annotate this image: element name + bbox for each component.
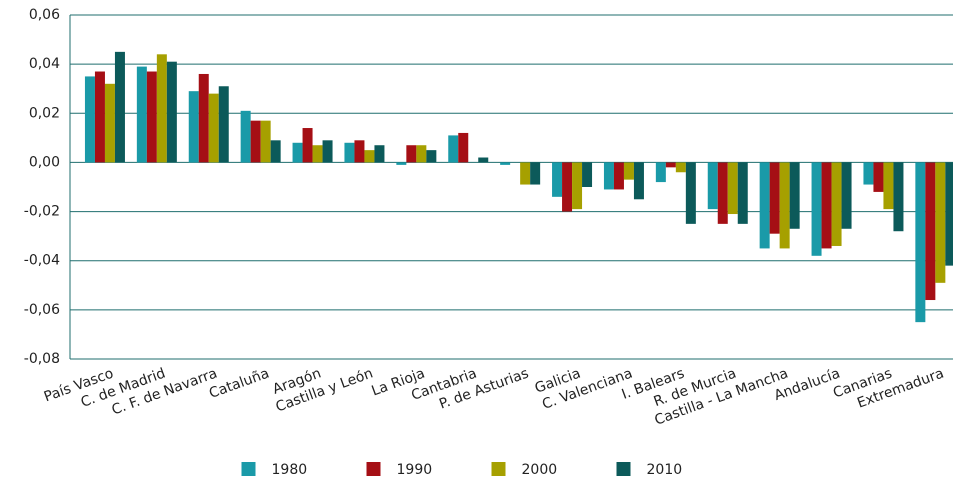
- y-tick-label: 0,00: [29, 154, 60, 170]
- bar: [218, 86, 229, 163]
- bar: [302, 128, 313, 163]
- bar: [156, 54, 167, 163]
- y-tick-label: 0,04: [29, 56, 60, 72]
- bar: [821, 162, 832, 249]
- bar: [114, 51, 125, 163]
- bar: [582, 162, 593, 187]
- bar: [322, 140, 333, 163]
- bar: [873, 162, 884, 192]
- bar: [759, 162, 770, 249]
- legend-label: 1990: [397, 462, 433, 478]
- y-tick-label: -0,04: [24, 253, 60, 269]
- bar: [655, 162, 666, 183]
- legend-swatch: [241, 462, 256, 476]
- bar: [665, 162, 676, 168]
- x-tick-label: Cataluña: [207, 365, 271, 401]
- bar: [893, 162, 904, 232]
- bar: [685, 162, 696, 224]
- bar: [406, 145, 417, 163]
- bar: [831, 162, 842, 246]
- y-tick-label: -0,06: [24, 302, 60, 318]
- bar: [416, 145, 427, 163]
- bar: [426, 150, 437, 163]
- legend-label: 2010: [647, 462, 683, 478]
- legend-label: 1980: [272, 462, 308, 478]
- y-tick-label: -0,02: [24, 204, 60, 220]
- bar: [240, 110, 251, 163]
- bar: [198, 73, 209, 163]
- bar: [552, 162, 563, 197]
- bar: [789, 162, 800, 229]
- bar: [811, 162, 822, 256]
- bar: [448, 135, 459, 163]
- bar: [530, 162, 541, 185]
- bar: [84, 76, 95, 163]
- bar: [208, 93, 219, 163]
- bar: [478, 157, 489, 163]
- bar: [863, 162, 874, 185]
- legend-swatch: [491, 462, 506, 476]
- bar: [500, 162, 511, 165]
- bar: [603, 162, 614, 190]
- bar: [737, 162, 748, 224]
- bar: [374, 145, 385, 163]
- y-tick-label: 0,02: [29, 105, 60, 121]
- bar: [915, 162, 926, 323]
- bar: [94, 71, 105, 163]
- bar: [354, 140, 365, 163]
- legend-swatch: [616, 462, 631, 476]
- bar: [572, 162, 583, 210]
- bar: [613, 162, 624, 190]
- bar: [945, 162, 953, 266]
- y-tick-label: 0,06: [29, 7, 60, 23]
- bar: [675, 162, 686, 173]
- bar: [188, 91, 199, 163]
- bar: [260, 120, 271, 163]
- bar: [396, 162, 407, 165]
- bar: [312, 145, 323, 163]
- legend-swatch: [366, 462, 381, 476]
- bar: [292, 142, 303, 163]
- bar: [166, 61, 177, 163]
- bar: [364, 150, 375, 163]
- bar: [344, 142, 355, 163]
- bar: [935, 162, 946, 283]
- bar: [520, 162, 531, 185]
- bar: [270, 140, 281, 163]
- bar: [104, 83, 115, 163]
- bar: [146, 71, 157, 163]
- bar: [623, 162, 634, 180]
- bar: [717, 162, 728, 224]
- bar: [633, 162, 644, 200]
- bar: [841, 162, 852, 229]
- bar: [925, 162, 936, 301]
- bar: [562, 162, 573, 212]
- bar: [458, 132, 469, 163]
- bar: [727, 162, 738, 215]
- bar: [707, 162, 718, 210]
- legend-label: 2000: [522, 462, 558, 478]
- bar: [250, 120, 261, 163]
- bar: [769, 162, 780, 234]
- y-tick-label: -0,08: [24, 351, 60, 367]
- bar: [883, 162, 894, 210]
- bar: [779, 162, 790, 249]
- bar: [136, 66, 147, 163]
